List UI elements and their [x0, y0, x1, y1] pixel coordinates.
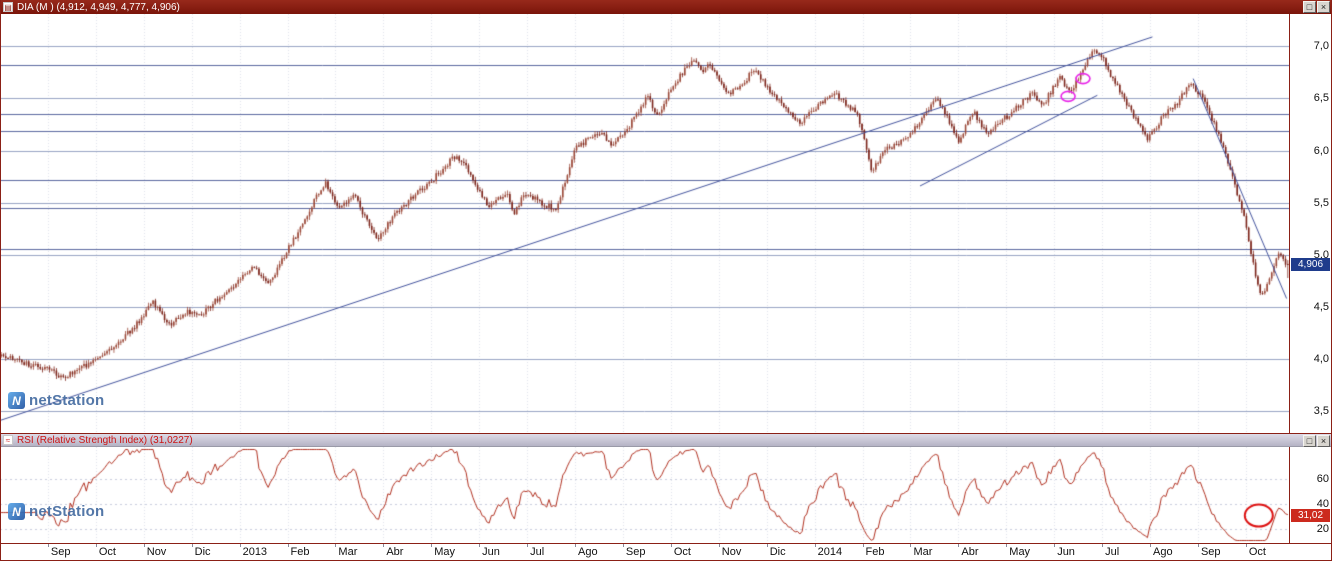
- close-icon[interactable]: ×: [1317, 1, 1330, 13]
- time-axis-label: Mar: [913, 546, 933, 558]
- time-axis-tick: [815, 544, 816, 547]
- time-axis-tick: [527, 544, 528, 547]
- time-axis-label: Oct: [98, 546, 116, 558]
- time-axis-tick: [575, 544, 576, 547]
- time-axis-label: 2013: [242, 546, 268, 558]
- netstation-logo-text: netStation: [29, 392, 105, 409]
- time-axis-label: Jul: [1105, 546, 1120, 558]
- price-chart-canvas[interactable]: [0, 14, 1289, 433]
- price-axis-label: 4,0: [1313, 352, 1329, 365]
- time-axis-label: Feb: [290, 546, 310, 558]
- rsi-title: RSI (Relative Strength Index) (31,0227): [17, 434, 193, 446]
- time-axis-label: Ago: [1153, 546, 1173, 558]
- netstation-watermark: N netStation: [8, 392, 104, 409]
- time-axis-label: Dic: [194, 546, 211, 558]
- time-axis-label: Sep: [50, 546, 71, 558]
- time-axis-tick: [958, 544, 959, 547]
- rsi-axis-label: 60: [1316, 473, 1329, 486]
- maximize-icon[interactable]: □: [1303, 1, 1316, 13]
- time-axis: Sep Oct Nov Dic 2013 Feb Mar Abr May Jun Jul Ago Sep…: [0, 543, 1332, 561]
- main-chart-titlebar[interactable]: ▤ DIA (M ) (4,912, 4,949, 4,777, 4,906) …: [0, 0, 1332, 14]
- time-axis-tick: [48, 544, 49, 547]
- time-axis-label: Oct: [673, 546, 691, 558]
- time-axis-tick: [96, 544, 97, 547]
- price-axis-separator: [1289, 14, 1290, 433]
- time-axis-tick: [192, 544, 193, 547]
- time-axis-tick: [767, 544, 768, 547]
- time-axis-label: Nov: [146, 546, 167, 558]
- time-axis-tick: [335, 544, 336, 547]
- price-axis-label: 5,0: [1313, 248, 1329, 261]
- time-axis-tick: [479, 544, 480, 547]
- rsi-value-tag: 31,02: [1291, 509, 1330, 523]
- time-axis-tick: [1246, 544, 1247, 547]
- price-chart-panel: 7,0 6,5 6,0 5,5 5,0 4,5 4,0 3,5 4,906 N netStat…: [0, 14, 1332, 433]
- time-axis-label: Nov: [721, 546, 742, 558]
- time-axis-label: Oct: [1248, 546, 1266, 558]
- price-axis-label: 4,5: [1313, 300, 1329, 313]
- time-axis-tick: [1150, 544, 1151, 547]
- time-axis-tick: [1054, 544, 1055, 547]
- time-axis-tick: [910, 544, 911, 547]
- price-axis-label: 6,0: [1313, 144, 1329, 157]
- time-axis-tick: [719, 544, 720, 547]
- time-axis-label: Dic: [769, 546, 786, 558]
- time-axis-tick: [1198, 544, 1199, 547]
- window-controls: □ ×: [1303, 1, 1330, 13]
- time-axis-label: Sep: [1200, 546, 1221, 558]
- netstation-watermark: N netStation: [8, 503, 104, 520]
- time-axis-tick: [240, 544, 241, 547]
- rsi-axis-separator: [1289, 447, 1290, 543]
- price-axis-label: 6,5: [1313, 92, 1329, 105]
- time-axis-tick: [863, 544, 864, 547]
- window-frame-left: [0, 0, 1, 561]
- netstation-logo-icon: N: [8, 392, 25, 409]
- rsi-axis-label: 20: [1316, 523, 1329, 536]
- last-price-tag: 4,906: [1291, 258, 1330, 272]
- rsi-titlebar[interactable]: ≈ RSI (Relative Strength Index) (31,0227…: [0, 433, 1332, 447]
- price-axis-label: 5,5: [1313, 196, 1329, 209]
- time-axis-tick: [383, 544, 384, 547]
- rsi-close-icon[interactable]: ×: [1317, 435, 1330, 447]
- rsi-maximize-icon[interactable]: □: [1303, 435, 1316, 447]
- time-axis-label: Abr: [961, 546, 979, 558]
- time-axis-tick: [144, 544, 145, 547]
- rsi-panel: 60 40 20 31,02 N netStation: [0, 447, 1332, 543]
- time-axis-label: Jul: [530, 546, 545, 558]
- netstation-logo-text: netStation: [29, 503, 105, 520]
- time-axis-label: Abr: [386, 546, 404, 558]
- time-axis-label: Ago: [578, 546, 598, 558]
- time-axis-tick: [671, 544, 672, 547]
- time-axis-label: Jun: [482, 546, 500, 558]
- rsi-window-controls: □ ×: [1303, 435, 1330, 447]
- time-axis-tick: [431, 544, 432, 547]
- main-chart-title: DIA (M ) (4,912, 4,949, 4,777, 4,906): [17, 1, 180, 13]
- time-axis-label: May: [1009, 546, 1031, 558]
- time-axis-label: Mar: [338, 546, 358, 558]
- rsi-chart-canvas[interactable]: [0, 447, 1289, 543]
- time-axis-tick: [1006, 544, 1007, 547]
- time-axis-label: 2014: [817, 546, 843, 558]
- rsi-axis-label: 40: [1316, 498, 1329, 511]
- netstation-logo-icon: N: [8, 503, 25, 520]
- chart-window-icon: ▤: [3, 2, 13, 12]
- time-axis-tick: [288, 544, 289, 547]
- time-axis-label: Feb: [865, 546, 885, 558]
- time-axis-label: May: [434, 546, 456, 558]
- time-axis-tick: [1102, 544, 1103, 547]
- price-axis-label: 3,5: [1313, 405, 1329, 418]
- price-axis-label: 7,0: [1313, 40, 1329, 53]
- time-axis-tick: [623, 544, 624, 547]
- time-axis-label: Sep: [625, 546, 646, 558]
- indicator-window-icon: ≈: [3, 435, 13, 445]
- time-axis-label: Jun: [1057, 546, 1075, 558]
